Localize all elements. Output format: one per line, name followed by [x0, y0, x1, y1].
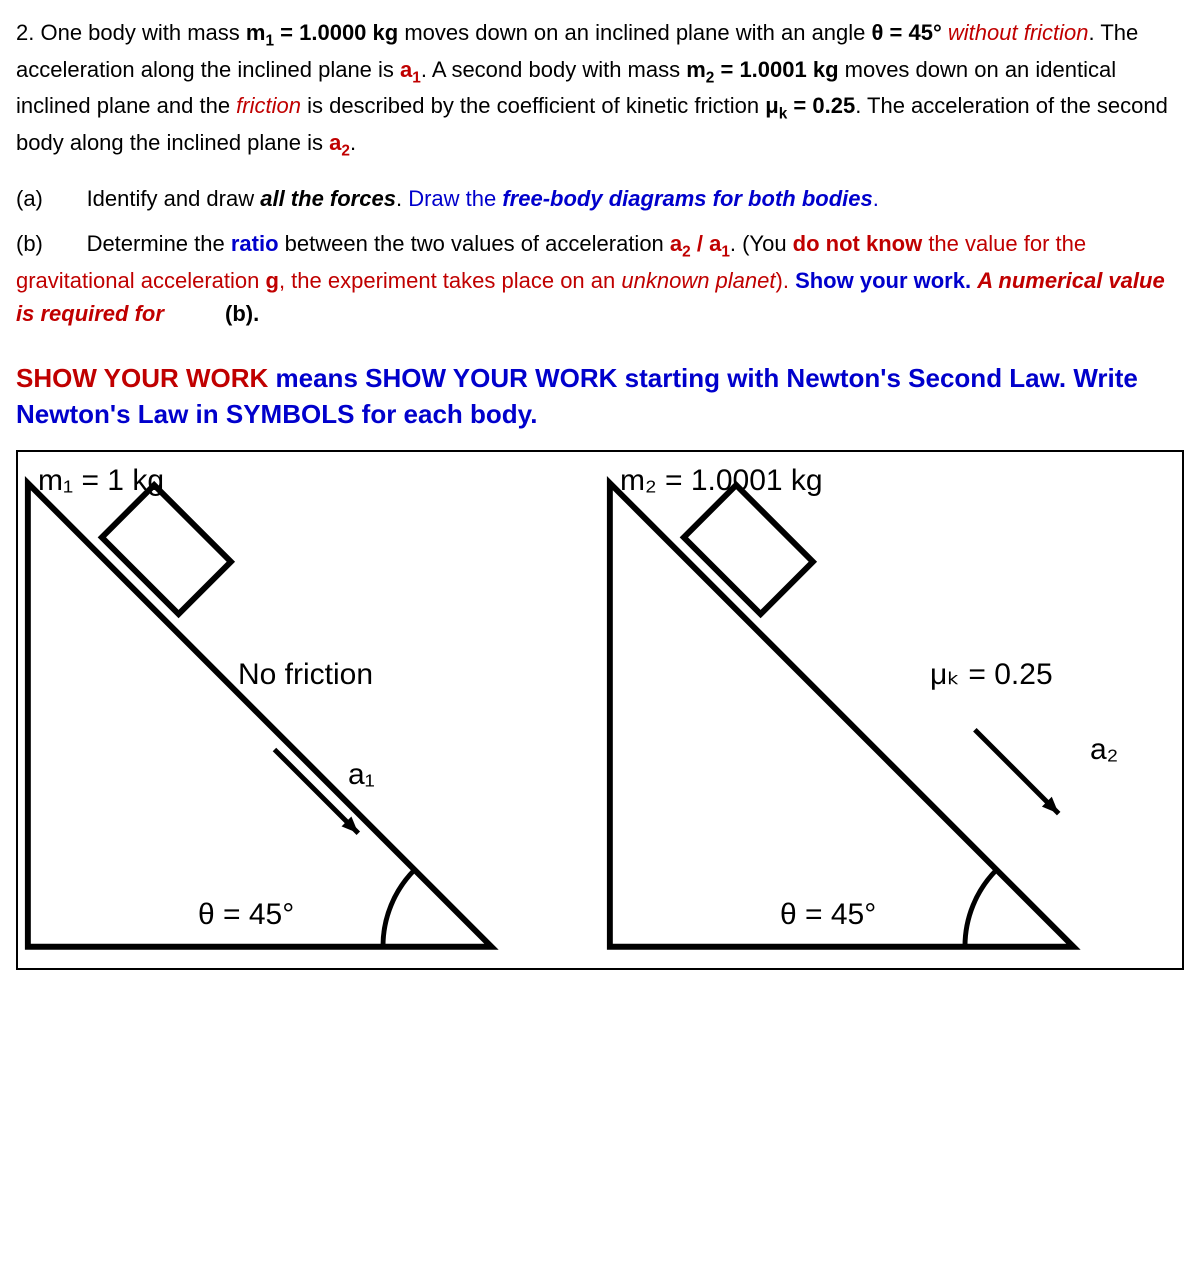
angle-label-2: θ = 45° [780, 892, 876, 937]
part-a: (a) Identify and draw all the forces. Dr… [16, 182, 1184, 215]
part-b: (b) Determine the ratio between the two … [16, 227, 1184, 330]
mass-label-1: m₁ = 1 kg [38, 458, 164, 503]
g: g [265, 268, 278, 293]
b-label: (b). [225, 301, 259, 326]
text: between the two values of acceleration [279, 231, 670, 256]
unknown-planet: unknown planet [621, 268, 775, 293]
m2: m2 = 1.0001 kg [686, 57, 838, 82]
problem-number: 2. [16, 20, 34, 45]
panel-left: m₁ = 1 kg No friction a₁ θ = 45° [18, 452, 600, 968]
angle-label-1: θ = 45° [198, 892, 294, 937]
donot: do not know [793, 231, 923, 256]
a1: a1 [400, 57, 421, 82]
muk-label: μₖ = 0.25 [930, 652, 1053, 697]
text: . [396, 186, 408, 211]
blue-text: Draw the [408, 186, 502, 211]
fbd: free-body diagrams for both bodies [502, 186, 872, 211]
syw1: SHOW YOUR WORK [16, 363, 268, 393]
text: is described by the coefficient of kinet… [301, 93, 765, 118]
text: ). [776, 268, 796, 293]
part-a-label: (a) [16, 182, 56, 215]
panel-right: m₂ = 1.0001 kg μₖ = 0.25 a₂ θ = 45° [600, 452, 1182, 968]
a1: a1 [709, 231, 730, 256]
incline-diagram-1 [18, 452, 600, 968]
show-work-instruction: SHOW YOUR WORK means SHOW YOUR WORK star… [16, 360, 1184, 433]
blue-tail: . [873, 186, 879, 211]
ratio: ratio [231, 231, 279, 256]
incline-diagram-2 [600, 452, 1182, 968]
a2-label: a₂ [1090, 727, 1118, 772]
m1: m1 = 1.0000 kg [246, 20, 398, 45]
angle: 45° [909, 20, 942, 45]
eq: = [890, 20, 909, 45]
part-b-label: (b) [16, 227, 56, 260]
text: moves down on an inclined plane with an … [398, 20, 871, 45]
text: One body with mass [40, 20, 245, 45]
text: Determine the [87, 231, 231, 256]
text: . (You [730, 231, 793, 256]
theta: θ [872, 20, 884, 45]
mass-label-2: m₂ = 1.0001 kg [620, 458, 823, 503]
text: . A second body with mass [421, 57, 686, 82]
a2: a2 [329, 130, 350, 155]
slash: / [691, 231, 709, 256]
a1-label: a₁ [348, 752, 375, 797]
text: , the experiment takes place on an [279, 268, 621, 293]
a2: a2 [670, 231, 691, 256]
problem-statement: 2. One body with mass m1 = 1.0000 kg mov… [16, 16, 1184, 162]
show-work: Show your work. [795, 268, 977, 293]
no-friction: without friction [942, 20, 1089, 45]
period: . [350, 130, 356, 155]
muk: μk = 0.25 [765, 93, 855, 118]
means: means [268, 363, 365, 393]
text: Identify and draw [87, 186, 261, 211]
friction-word: friction [236, 93, 301, 118]
figure-container: m₁ = 1 kg No friction a₁ θ = 45° m₂ = 1.… [16, 450, 1184, 970]
all-forces: all the forces [260, 186, 396, 211]
nofric-label: No friction [238, 652, 373, 697]
